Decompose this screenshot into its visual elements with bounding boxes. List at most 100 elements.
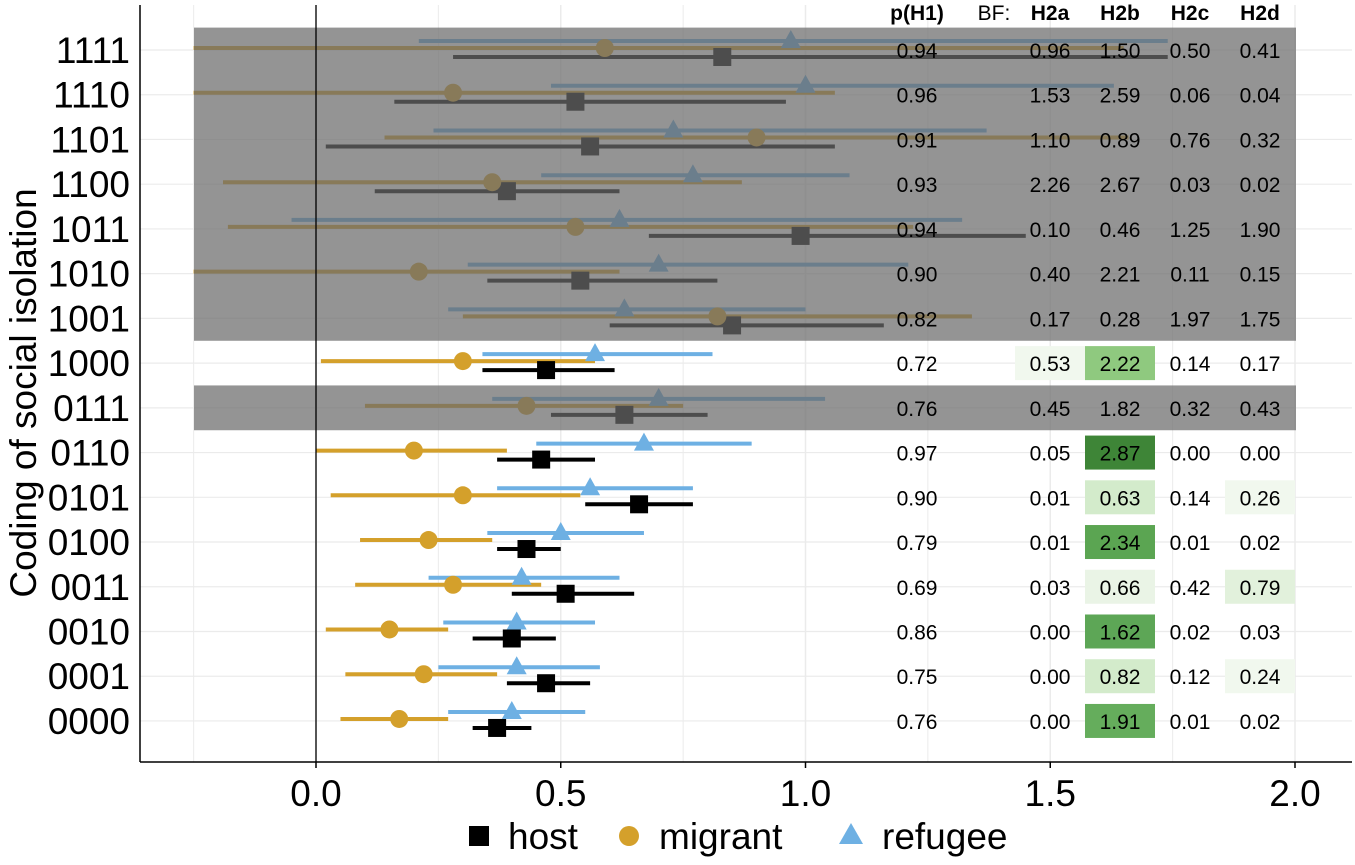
table-cell: 0.93 [897,174,938,197]
table-cell: 0.90 [897,264,938,287]
table-cell-highlight [1225,569,1295,604]
table-cell: 0.01 [1030,532,1071,555]
table-cell: 0.28 [1100,308,1141,331]
migrant-point [404,441,423,460]
table-cell: 0.00 [1170,443,1211,466]
table-cell: 0.79 [1240,577,1281,600]
table-cell-highlight [1085,614,1155,649]
x-tick-label: 1.0 [780,773,831,814]
host-point [532,450,551,469]
table-cell: 0.01 [1030,487,1071,510]
table-cell: 0.45 [1030,398,1071,421]
table-cell: 1.90 [1240,219,1281,242]
table-cell: 0.02 [1170,621,1211,644]
refugee-point [506,611,527,630]
table-cell: 2.21 [1100,264,1141,287]
y-tick-label: 1101 [50,119,130,160]
shaded-band [194,385,1296,431]
table-cell: 1.91 [1100,711,1141,734]
table-cell: 0.53 [1030,353,1071,376]
table-cell: 0.86 [897,621,938,644]
migrant-point [414,665,433,684]
table-cell: 0.11 [1170,264,1209,287]
x-tick-label: 0.0 [290,773,341,814]
table-cell: 0.00 [1240,443,1281,466]
y-tick-label: 0111 [53,388,130,429]
table-cell: 0.94 [897,40,938,63]
table-cell: 0.66 [1100,577,1141,600]
y-tick-label: 1100 [50,164,130,205]
table-cell: 0.12 [1170,666,1211,689]
table-cell: 0.02 [1240,532,1281,555]
table-cell-highlight [1225,659,1295,694]
table-cell: 0.05 [1030,443,1071,466]
table-cell: 0.79 [897,532,938,555]
table-cell-highlight [1085,525,1155,560]
table-cell: 0.75 [897,666,938,689]
table-cell: 0.41 [1240,40,1281,63]
table-header: BF: [978,2,1011,25]
y-tick-label: 1010 [48,254,130,295]
table-cell: 0.82 [1100,666,1141,689]
table-cell: 2.67 [1100,174,1141,197]
legend: host migrant refugee [469,816,1008,857]
table-cell: 1.50 [1100,40,1141,63]
table-cell: 0.01 [1170,532,1211,555]
table-cell: 0.72 [897,353,938,376]
table-cell: 2.59 [1100,85,1141,108]
legend-migrant-circle-icon [619,826,639,846]
refugee-point [550,522,571,541]
table-cell-highlight [1085,435,1155,470]
table-cell: 0.63 [1100,487,1141,510]
refugee-point [585,343,606,362]
migrant-point [444,575,463,594]
table-cell: 0.03 [1030,577,1071,600]
y-tick-label: 1011 [50,209,130,250]
y-axis-title: Coding of social isolation [3,188,44,597]
table-cell-highlight [1085,569,1155,604]
table-cell: 2.22 [1100,353,1141,376]
y-tick-label: 1000 [48,343,130,384]
y-tick-label: 1111 [56,30,130,71]
table-cell: 0.97 [897,443,938,466]
table-cell: 1.82 [1100,398,1141,421]
host-point [502,629,521,648]
table-header: H2a [1031,2,1070,25]
table-cell: 0.26 [1240,487,1281,510]
table-cell: 2.87 [1100,443,1141,466]
host-point [556,584,575,603]
shaded-row-overlay [194,27,1296,431]
migrant-point [380,620,399,639]
host-point [537,361,556,380]
shaded-band [194,27,1296,341]
table-cell: 0.10 [1030,219,1071,242]
table-cell: 0.76 [897,711,938,734]
table-cell: 0.50 [1170,40,1211,63]
table-cell: 0.32 [1240,129,1281,152]
host-point [630,495,649,514]
table-cell: 2.34 [1100,532,1141,555]
table-cell: 0.00 [1030,711,1071,734]
y-tick-label: 0000 [48,701,130,742]
table-cell: 1.10 [1030,129,1071,152]
table-cell: 0.14 [1170,487,1211,510]
legend-label: migrant [659,816,783,857]
table-cell-highlights [1015,346,1295,738]
table-cell: 0.01 [1170,711,1211,734]
y-tick-label: 0010 [48,611,130,652]
table-cell: 1.75 [1240,308,1281,331]
y-tick-label: 0101 [48,477,130,518]
table-cell: 0.40 [1030,264,1071,287]
migrant-point [390,709,409,728]
table-cell: 0.76 [1170,129,1211,152]
table-cell: 0.69 [897,577,938,600]
y-tick-label: 0100 [48,522,130,563]
table-cell: 0.03 [1240,621,1281,644]
table-header: H2b [1100,2,1140,25]
migrant-point [453,486,472,505]
table-cell: 0.17 [1240,353,1281,376]
table-cell: 0.96 [897,85,938,108]
table-cell: 0.00 [1030,621,1071,644]
table-cell: 0.89 [1100,129,1141,152]
table-header: p(H1) [890,2,944,25]
